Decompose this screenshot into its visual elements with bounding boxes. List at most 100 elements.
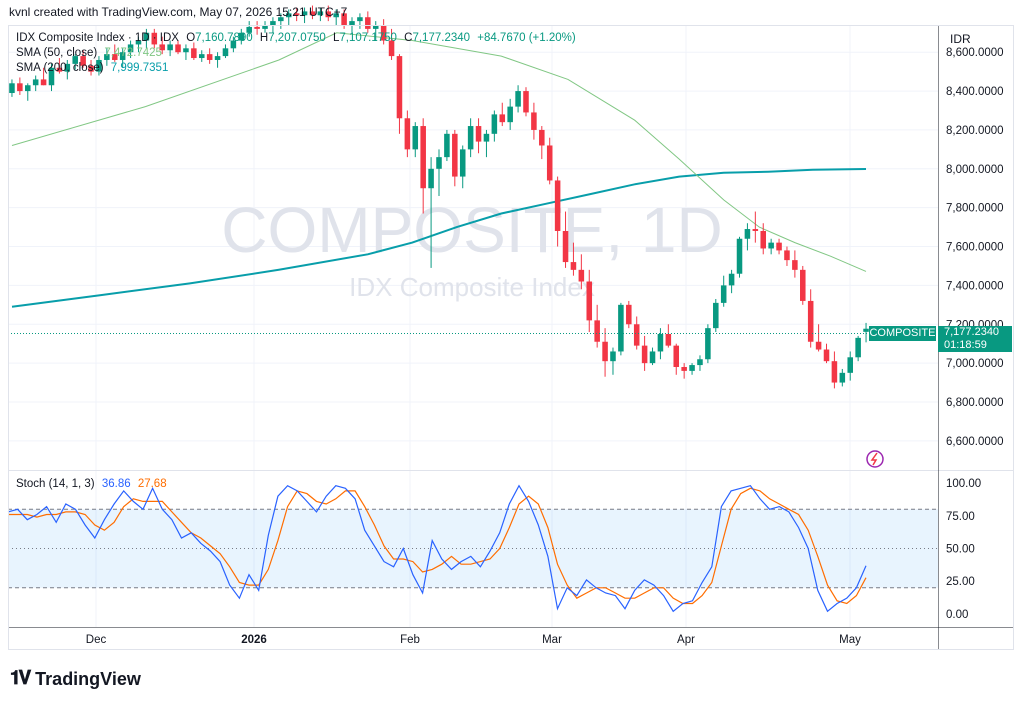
candle[interactable]: [539, 126, 545, 160]
candle[interactable]: [681, 363, 687, 379]
candle[interactable]: [744, 223, 751, 251]
candle[interactable]: [752, 211, 759, 243]
candle[interactable]: [301, 7, 308, 24]
legend-sma200-row[interactable]: SMA (200, close) 7,999.7351: [16, 62, 172, 74]
candle[interactable]: [586, 269, 593, 333]
candle[interactable]: [198, 50, 205, 62]
candle[interactable]: [784, 246, 790, 266]
candle[interactable]: [855, 335, 861, 362]
candle[interactable]: [183, 44, 189, 60]
candle[interactable]: [618, 302, 624, 356]
candle[interactable]: [206, 48, 213, 64]
candle[interactable]: [317, 7, 324, 22]
candle[interactable]: [48, 63, 55, 92]
candle[interactable]: [17, 77, 23, 95]
candle[interactable]: [25, 83, 31, 101]
legend-sma50-row[interactable]: SMA (50, close) 7,472.7425: [16, 47, 166, 59]
candle[interactable]: [697, 355, 703, 371]
candle[interactable]: [309, 5, 316, 20]
candle[interactable]: [736, 236, 743, 278]
candle[interactable]: [127, 40, 134, 59]
candle[interactable]: [254, 21, 260, 35]
candle[interactable]: [325, 5, 332, 22]
candle[interactable]: [175, 40, 181, 55]
candle[interactable]: [665, 324, 672, 348]
candle[interactable]: [104, 48, 110, 66]
candle[interactable]: [167, 40, 173, 57]
candle[interactable]: [72, 54, 78, 70]
candle[interactable]: [56, 58, 63, 74]
currency-unit[interactable]: IDR: [950, 32, 971, 46]
candle[interactable]: [728, 269, 735, 294]
candle[interactable]: [823, 343, 830, 364]
candle[interactable]: [452, 129, 458, 187]
legend-stoch-row[interactable]: Stoch (14, 1, 3) 36.86 27.68: [16, 478, 171, 490]
candle[interactable]: [720, 275, 727, 307]
tradingview-logo[interactable]: 𝟏𝐕 TradingView: [10, 668, 141, 690]
alert-clock-icon[interactable]: [866, 450, 884, 468]
candle[interactable]: [88, 59, 94, 76]
candle[interactable]: [143, 28, 150, 49]
candle[interactable]: [673, 343, 680, 375]
candle[interactable]: [191, 42, 197, 60]
candle[interactable]: [800, 265, 806, 305]
time-axis[interactable]: Dec 2026 Feb Mar Apr May: [86, 634, 861, 646]
candle[interactable]: [333, 9, 339, 25]
candle[interactable]: [32, 75, 39, 92]
candle[interactable]: [831, 351, 838, 389]
candle[interactable]: [792, 250, 798, 278]
candle[interactable]: [641, 335, 648, 371]
candle[interactable]: [847, 351, 853, 381]
candle[interactable]: [40, 67, 47, 86]
candle[interactable]: [64, 59, 71, 80]
candle[interactable]: [523, 87, 529, 117]
candle[interactable]: [80, 50, 86, 68]
candle[interactable]: [689, 363, 695, 375]
candle[interactable]: [554, 176, 561, 247]
candle[interactable]: [151, 28, 158, 49]
candle[interactable]: [119, 48, 126, 68]
candle[interactable]: [594, 304, 600, 348]
candle[interactable]: [578, 254, 585, 290]
candle[interactable]: [380, 19, 387, 45]
candle[interactable]: [246, 21, 252, 37]
candle[interactable]: [459, 145, 466, 189]
candle[interactable]: [420, 118, 426, 214]
candle[interactable]: [483, 129, 490, 158]
candle[interactable]: [262, 21, 268, 33]
candle[interactable]: [388, 28, 395, 60]
candle[interactable]: [839, 368, 846, 387]
candle[interactable]: [365, 11, 371, 33]
candle[interactable]: [807, 289, 814, 348]
legend-symbol-row[interactable]: IDX Composite Index · 1D · IDX O7,160.78…: [16, 32, 580, 44]
candle[interactable]: [657, 328, 664, 360]
candle[interactable]: [111, 44, 118, 62]
candle[interactable]: [159, 36, 165, 55]
candle[interactable]: [491, 110, 498, 142]
candle[interactable]: [475, 118, 482, 154]
candle[interactable]: [238, 28, 245, 45]
candle[interactable]: [412, 122, 419, 158]
candle[interactable]: [357, 13, 363, 29]
candle[interactable]: [436, 149, 442, 197]
stoch-axis[interactable]: 100.00 75.00 50.00 25.00 0.00: [946, 478, 981, 621]
candle[interactable]: [713, 298, 719, 333]
candle[interactable]: [760, 223, 767, 255]
candle[interactable]: [531, 102, 537, 140]
candle[interactable]: [626, 300, 632, 329]
candle[interactable]: [467, 118, 474, 158]
candle[interactable]: [633, 316, 640, 350]
candle[interactable]: [96, 56, 102, 76]
candle[interactable]: [602, 328, 608, 377]
candle[interactable]: [562, 211, 569, 268]
candle[interactable]: [649, 347, 656, 366]
candle[interactable]: [428, 157, 434, 268]
candle[interactable]: [705, 324, 711, 364]
candle[interactable]: [863, 322, 869, 343]
candle[interactable]: [444, 129, 450, 162]
candle[interactable]: [404, 110, 411, 158]
candle[interactable]: [214, 52, 221, 68]
candle[interactable]: [776, 238, 782, 255]
candles[interactable]: [9, 5, 869, 389]
